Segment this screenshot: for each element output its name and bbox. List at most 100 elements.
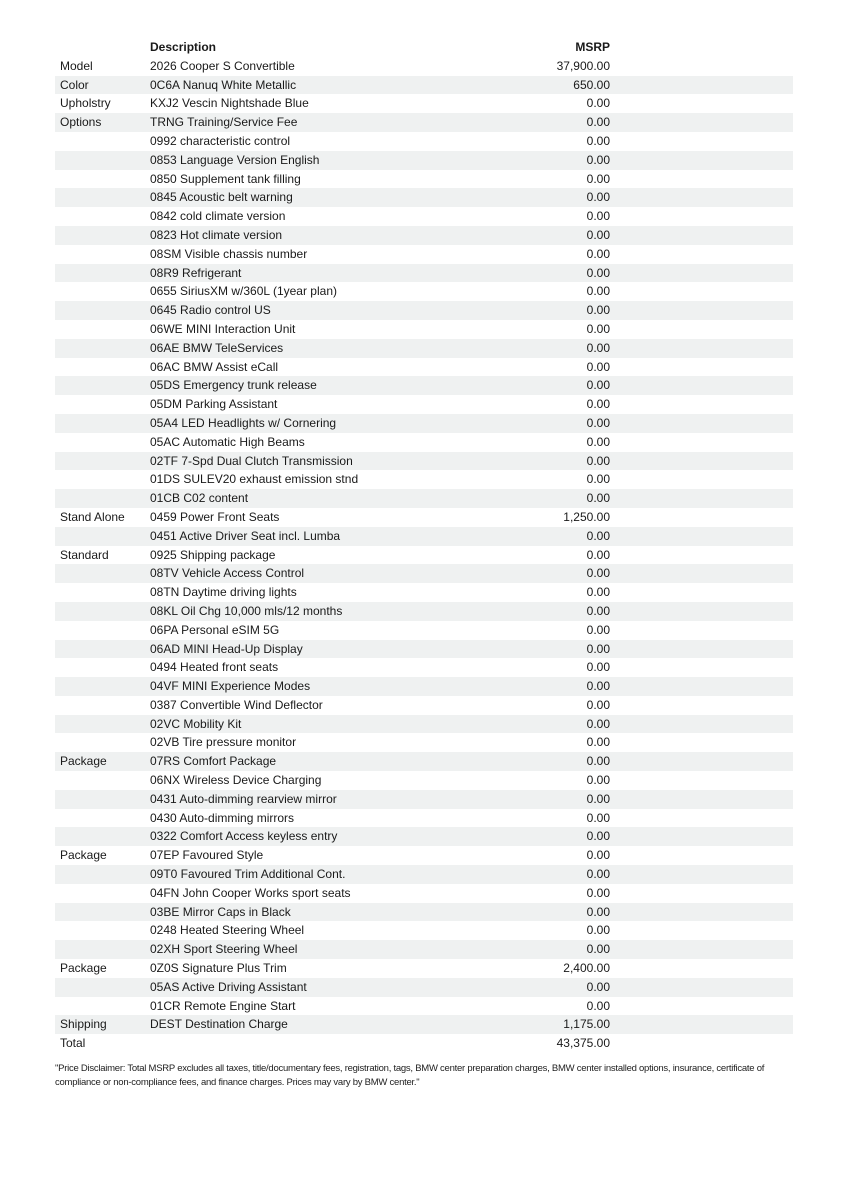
row-description: 01CR Remote Engine Start <box>150 998 296 1013</box>
row-msrp-value: 0.00 <box>586 171 610 186</box>
msrp-column-header: MSRP <box>575 40 610 54</box>
table-row: Color 0C6A Nanuq White Metallic 650.00 <box>55 75 793 95</box>
row-msrp-value: 0.00 <box>586 472 610 487</box>
row-description: 03BE Mirror Caps in Black <box>150 904 291 919</box>
row-msrp-value: 0.00 <box>586 923 610 938</box>
table-row: 05AS Active Driving Assistant 0.00 <box>55 977 793 997</box>
table-row: Shipping DEST Destination Charge 1,175.00 <box>55 1015 793 1035</box>
table-row: 05DS Emergency trunk release 0.00 <box>55 376 793 396</box>
table-row: 0992 characteristic control 0.00 <box>55 131 793 151</box>
table-header-row: Description MSRP <box>55 38 793 57</box>
table-row: Options TRNG Training/Service Fee 0.00 <box>55 113 793 132</box>
row-description: 02VC Mobility Kit <box>150 716 242 731</box>
row-msrp-value: 0.00 <box>586 867 610 882</box>
row-msrp-value: 0.00 <box>586 528 610 543</box>
table-row: 0430 Auto-dimming mirrors 0.00 <box>55 808 793 828</box>
row-msrp-value: 0.00 <box>586 848 610 863</box>
row-description: 0451 Active Driver Seat incl. Lumba <box>150 528 341 543</box>
row-description: 06AC BMW Assist eCall <box>150 359 279 374</box>
row-description: 0387 Convertible Wind Deflector <box>150 697 323 712</box>
table-row: 08SM Visible chassis number 0.00 <box>55 244 793 264</box>
table-row: 0322 Comfort Access keyless entry 0.00 <box>55 827 793 847</box>
row-description: 2026 Cooper S Convertible <box>150 58 295 73</box>
row-msrp-value: 0.00 <box>586 585 610 600</box>
row-description: 0322 Comfort Access keyless entry <box>150 829 338 844</box>
table-row: Upholstry KXJ2 Vescin Nightshade Blue 0.00 <box>55 94 793 114</box>
row-category: Shipping <box>60 1017 107 1032</box>
table-row: 08KL Oil Chg 10,000 mls/12 months 0.00 <box>55 601 793 621</box>
row-msrp-value: 0.00 <box>586 566 610 581</box>
row-msrp-value: 0.00 <box>586 190 610 205</box>
row-msrp-value: 0.00 <box>586 829 610 844</box>
row-description: 06AD MINI Head-Up Display <box>150 641 303 656</box>
row-description: 08TN Daytime driving lights <box>150 585 297 600</box>
row-category: Package <box>60 961 107 976</box>
row-msrp-value: 0.00 <box>586 979 610 994</box>
row-description: 0842 cold climate version <box>150 209 286 224</box>
table-row: 06AD MINI Head-Up Display 0.00 <box>55 639 793 659</box>
row-description: 06PA Personal eSIM 5G <box>150 622 280 637</box>
row-description: 0459 Power Front Seats <box>150 509 280 524</box>
row-description: 08R9 Refrigerant <box>150 265 242 280</box>
row-description: 0853 Language Version English <box>150 152 320 167</box>
row-category: Stand Alone <box>60 509 125 524</box>
row-description: 0992 characteristic control <box>150 133 291 148</box>
row-description: 0645 Radio control US <box>150 303 271 318</box>
table-row: 0845 Acoustic belt warning 0.00 <box>55 188 793 208</box>
table-row: 01DS SULEV20 exhaust emission stnd 0.00 <box>55 470 793 490</box>
row-category: Options <box>60 115 102 130</box>
row-msrp-value: 0.00 <box>586 152 610 167</box>
row-msrp-value: 0.00 <box>586 660 610 675</box>
row-description: 09T0 Favoured Trim Additional Cont. <box>150 867 346 882</box>
table-row: 05DM Parking Assistant 0.00 <box>55 395 793 414</box>
table-row: Stand Alone 0459 Power Front Seats 1,250.0… <box>55 507 793 527</box>
table-row: 05A4 LED Headlights w/ Cornering 0.00 <box>55 413 793 433</box>
row-msrp-value: 0.00 <box>586 679 610 694</box>
table-row: 02TF 7-Spd Dual Clutch Transmission 0.00 <box>55 451 793 471</box>
table-row: 06NX Wireless Device Charging 0.00 <box>55 771 793 790</box>
table-row: 0823 Hot climate version 0.00 <box>55 225 793 245</box>
description-column-header: Description <box>150 40 217 54</box>
row-description: 0655 SiriusXM w/360L (1year plan) <box>150 284 337 299</box>
row-description: 0925 Shipping package <box>150 547 276 562</box>
table-row: 08R9 Refrigerant 0.00 <box>55 263 793 283</box>
table-row: 08TV Vehicle Access Control 0.00 <box>55 564 793 584</box>
row-description: 0494 Heated front seats <box>150 660 279 675</box>
row-description: 0430 Auto-dimming mirrors <box>150 810 295 825</box>
row-msrp-value: 0.00 <box>586 397 610 412</box>
row-msrp-value: 0.00 <box>586 716 610 731</box>
table-row: Package 07EP Favoured Style 0.00 <box>55 846 793 866</box>
row-msrp-value: 0.00 <box>586 641 610 656</box>
table-row: 06AE BMW TeleServices 0.00 <box>55 338 793 358</box>
table-row: 0645 Radio control US 0.00 <box>55 301 793 320</box>
row-msrp-value: 0.00 <box>586 434 610 449</box>
row-msrp-value: 0.00 <box>586 359 610 374</box>
table-row: 04FN John Cooper Works sport seats 0.00 <box>55 883 793 903</box>
row-msrp-value: 37,900.00 <box>556 58 610 73</box>
row-msrp-value: 0.00 <box>586 622 610 637</box>
row-msrp-value: 0.00 <box>586 209 610 224</box>
row-description: 05DS Emergency trunk release <box>150 378 317 393</box>
table-row: 0248 Heated Steering Wheel 0.00 <box>55 921 793 941</box>
row-category: Upholstry <box>60 96 111 111</box>
row-description: 0431 Auto-dimming rearview mirror <box>150 791 337 806</box>
row-description: 0823 Hot climate version <box>150 227 283 242</box>
row-msrp-value: 0.00 <box>586 998 610 1013</box>
row-category: Model <box>60 58 93 73</box>
row-msrp-value: 0.00 <box>586 246 610 261</box>
row-msrp-value: 0.00 <box>586 791 610 806</box>
row-msrp-value: 650.00 <box>573 77 610 92</box>
table-row: 0853 Language Version English 0.00 <box>55 150 793 170</box>
row-description: 08KL Oil Chg 10,000 mls/12 months <box>150 603 343 618</box>
row-description: 05DM Parking Assistant <box>150 397 278 412</box>
table-row: 06AC BMW Assist eCall 0.00 <box>55 357 793 377</box>
table-row: Model 2026 Cooper S Convertible 37,900.00 <box>55 56 793 76</box>
row-description: 0248 Heated Steering Wheel <box>150 923 305 938</box>
row-description: 05AC Automatic High Beams <box>150 434 305 449</box>
table-row: 01CR Remote Engine Start 0.00 <box>55 996 793 1016</box>
row-category: Color <box>60 77 89 92</box>
table-row: 0431 Auto-dimming rearview mirror 0.00 <box>55 789 793 809</box>
table-row: Standard 0925 Shipping package 0.00 <box>55 545 793 565</box>
row-msrp-value: 0.00 <box>586 321 610 336</box>
